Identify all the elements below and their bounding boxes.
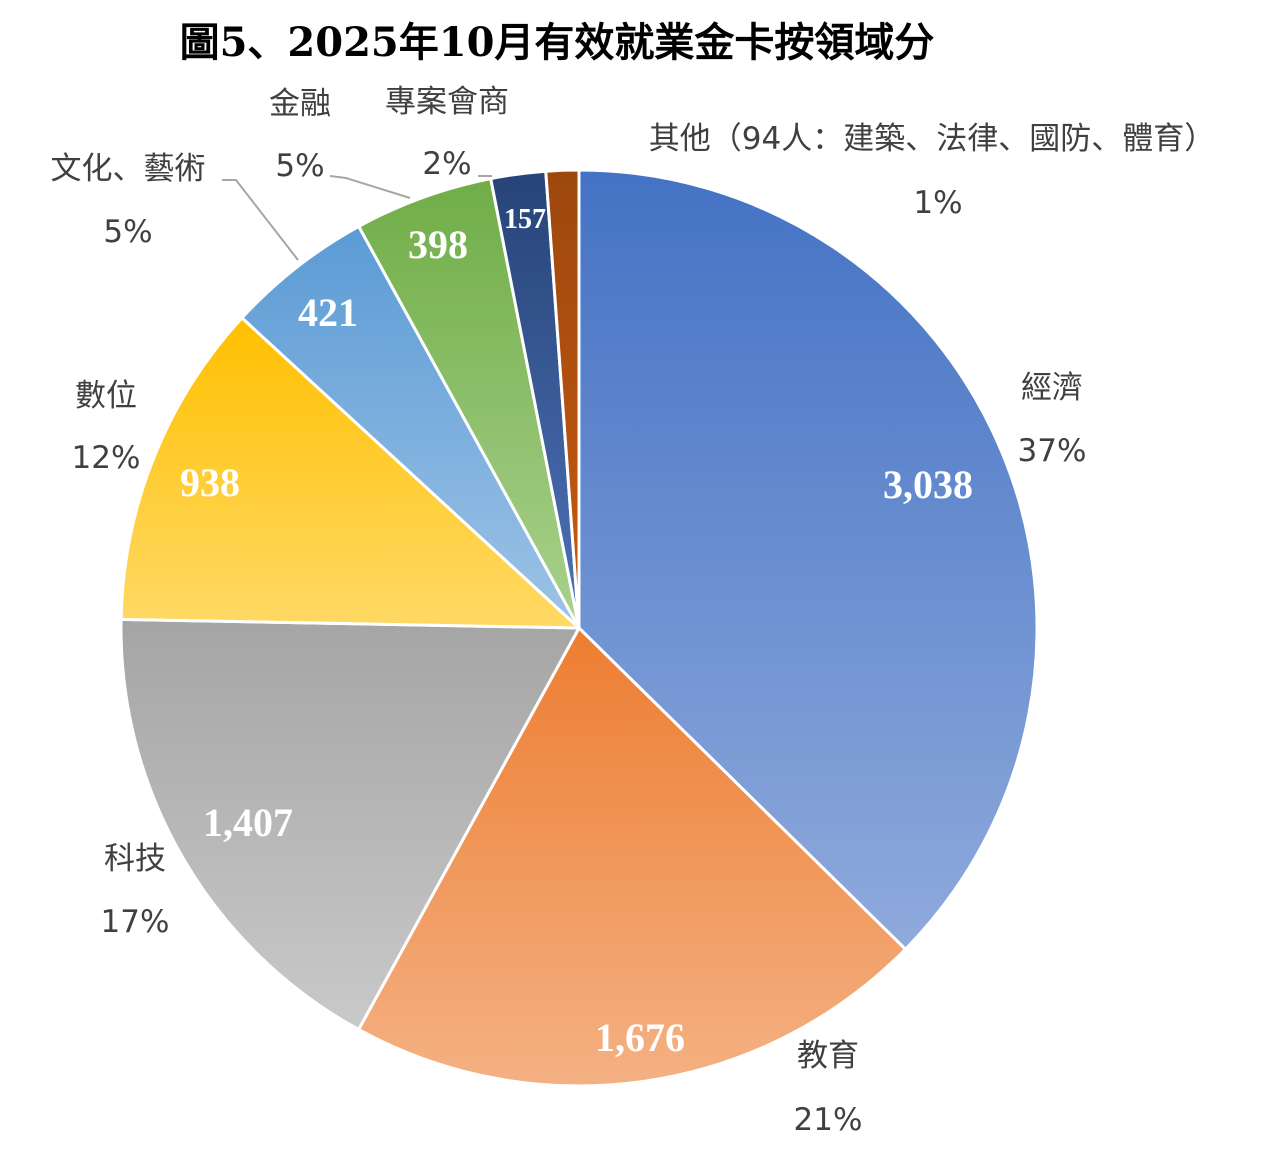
percent-label-finance: 5% [275,148,324,184]
value-label-digital: 938 [180,460,240,505]
category-label-digital: 數位 [75,378,137,414]
category-label-other: 其他（94人：建築、法律、國防、體育） [649,121,1215,157]
category-label-project: 專案會商 [385,84,509,120]
percent-label-project: 2% [422,146,471,182]
value-label-economy: 3,038 [883,462,973,507]
value-label-finance: 398 [408,222,468,267]
category-label-culture: 文化、藝術 [51,151,206,187]
category-label-education: 教育 [797,1038,859,1074]
percent-label-digital: 12% [72,440,141,476]
leader-line-culture [222,179,299,261]
pie-slice-3 [119,316,581,630]
value-label-education: 1,676 [595,1015,685,1060]
pie-slice-1 [357,626,907,1088]
percent-label-education: 21% [794,1102,863,1138]
category-label-technology: 科技 [104,841,166,877]
value-label-project: 157 [504,204,546,235]
value-label-culture: 421 [298,290,358,335]
pie-slices [119,168,1039,1088]
pie-slice-4 [240,224,581,630]
category-label-economy: 經濟 [1021,370,1083,406]
chart-title: 圖5、2025年10月有效就業金卡按領域分 [180,19,935,66]
leader-line-finance [329,175,411,199]
category-label-finance: 金融 [269,86,331,122]
pie-slice-7 [544,168,581,630]
percent-label-other: 1% [913,185,962,221]
percent-label-technology: 17% [101,904,170,940]
pie-slice-2 [119,617,581,1031]
pie-slice-0 [577,168,1039,951]
value-label-technology: 1,407 [203,800,293,845]
percent-label-culture: 5% [103,214,152,250]
percent-label-economy: 37% [1018,433,1087,469]
